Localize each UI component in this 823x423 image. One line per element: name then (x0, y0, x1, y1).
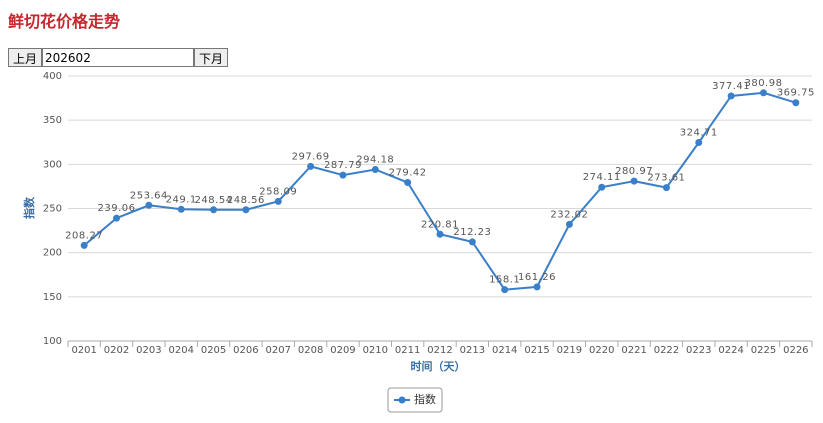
x-tick-label: 0211 (395, 345, 420, 356)
legend-marker (398, 396, 406, 404)
data-point (274, 197, 282, 205)
x-tick-label: 0204 (168, 345, 193, 356)
data-label: 220.81 (421, 219, 459, 230)
y-tick-label: 200 (43, 248, 62, 259)
data-label: 258.09 (259, 186, 297, 197)
x-tick-label: 0220 (589, 345, 614, 356)
data-point (242, 206, 250, 214)
x-tick-label: 0207 (266, 345, 291, 356)
x-tick-label: 0205 (201, 345, 226, 356)
prev-month-button[interactable]: 上月 (8, 48, 43, 67)
legend-box (387, 387, 443, 413)
data-label: 208.27 (65, 230, 103, 241)
data-point (404, 179, 412, 187)
y-tick-label: 400 (43, 71, 62, 82)
data-label: 212.23 (453, 227, 491, 238)
data-label: 279.42 (389, 168, 427, 179)
data-label: 280.97 (615, 166, 653, 177)
y-tick-label: 300 (43, 159, 62, 170)
x-tick-label: 0212 (427, 345, 452, 356)
y-axis-title: 指数 (22, 196, 36, 219)
data-label: 287.79 (324, 160, 362, 171)
data-label: 369.75 (777, 88, 815, 99)
data-point (177, 205, 185, 213)
x-tick-label: 0219 (557, 345, 582, 356)
data-point (565, 220, 573, 228)
x-tick-label: 0226 (783, 345, 808, 356)
data-label: 294.18 (356, 154, 394, 165)
data-point (759, 89, 767, 97)
next-month-button[interactable]: 下月 (194, 48, 229, 67)
x-tick-label: 0221 (621, 345, 646, 356)
data-label: 380.98 (744, 78, 782, 89)
x-tick-label: 0203 (136, 345, 161, 356)
legend: 指数 (387, 387, 443, 413)
x-tick-label: 0210 (363, 345, 388, 356)
data-label: 248.54 (195, 195, 233, 206)
data-point (468, 238, 476, 246)
data-label: 377.41 (712, 81, 750, 92)
x-tick-label: 0206 (233, 345, 258, 356)
data-point (339, 171, 347, 179)
data-point (630, 177, 638, 185)
x-tick-label: 0208 (298, 345, 323, 356)
chart-title: 鲜切花价格走势 (8, 12, 121, 31)
data-point (113, 214, 121, 222)
data-label: 274.11 (583, 172, 621, 183)
data-label: 249.1 (166, 194, 197, 205)
data-point (727, 92, 735, 100)
data-label: 232.02 (550, 209, 588, 220)
month-controls: 上月 下月 (8, 48, 229, 67)
data-label: 273.61 (647, 173, 685, 184)
data-label: 158.1 (489, 275, 520, 286)
data-point (307, 162, 315, 170)
x-tick-label: 0201 (71, 345, 96, 356)
data-point (80, 241, 88, 249)
x-tick-label: 0223 (686, 345, 711, 356)
data-label: 248.56 (227, 195, 265, 206)
y-tick-label: 250 (43, 204, 62, 215)
data-point (792, 99, 800, 107)
data-label: 297.69 (292, 151, 330, 162)
x-axis-title: 时间（天） (411, 359, 466, 373)
x-tick-label: 0213 (460, 345, 485, 356)
series-line (83, 91, 797, 291)
data-point (145, 201, 153, 209)
x-tick-label: 0224 (718, 345, 743, 356)
y-tick-label: 350 (43, 115, 62, 126)
data-point (436, 230, 444, 238)
data-point (662, 184, 670, 192)
data-point (371, 165, 379, 173)
data-point (210, 206, 218, 214)
data-point (501, 286, 509, 294)
x-tick-label: 0225 (751, 345, 776, 356)
x-tick-label: 0202 (104, 345, 129, 356)
x-tick-label: 0209 (330, 345, 355, 356)
legend-label: 指数 (414, 392, 436, 406)
month-input[interactable] (42, 48, 195, 67)
x-tick-label: 0222 (654, 345, 679, 356)
data-point (533, 283, 541, 291)
data-label: 253.64 (130, 190, 168, 201)
data-label: 239.06 (98, 203, 136, 214)
data-label: 324.71 (680, 128, 718, 139)
data-point (598, 183, 606, 191)
y-tick-label: 150 (43, 292, 62, 303)
x-tick-label: 0214 (492, 345, 517, 356)
x-tick-label: 0215 (524, 345, 549, 356)
data-label: 161.26 (518, 272, 556, 283)
data-point (695, 139, 703, 147)
y-tick-label: 100 (43, 336, 62, 347)
